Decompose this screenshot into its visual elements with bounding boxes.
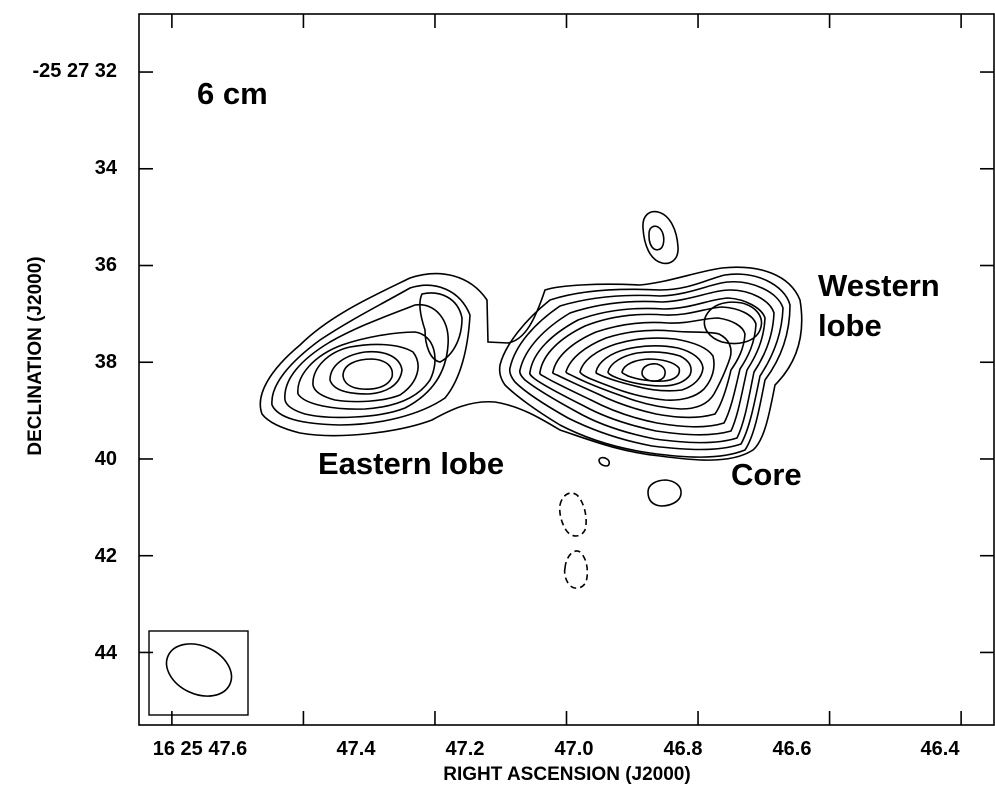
negative-contour-1	[558, 492, 587, 537]
south-blob	[647, 479, 682, 507]
core-contour-4	[528, 297, 766, 436]
beam-box	[148, 630, 249, 716]
x-tick-label-46.6: 46.6	[773, 738, 812, 760]
y-tick-label-34: 34	[95, 157, 118, 179]
y-tick-label-44: 44	[95, 642, 118, 664]
band-label: 6 cm	[197, 76, 268, 111]
negative-contour-2	[563, 550, 589, 589]
north-blob-outer	[642, 210, 679, 265]
core-peak-contour	[641, 363, 666, 382]
x-tick-label-46.4: 46.4	[921, 738, 961, 760]
eastern-contour-7	[342, 358, 394, 390]
x-tick-label-47.4: 47.4	[337, 738, 377, 760]
y-tick-label-36: 36	[95, 254, 117, 276]
source-contours	[259, 210, 803, 589]
x-tick-label-46.8: 46.8	[664, 738, 703, 760]
small-blob	[598, 456, 611, 467]
core-label: Core	[731, 457, 802, 492]
x-tick-label-47.0: 47.0	[555, 738, 594, 760]
y-tick-label-40: 40	[95, 448, 117, 470]
eastern-contour-6	[329, 350, 403, 395]
eastern-lobe-contours	[259, 266, 803, 461]
y-tick-label-38: 38	[95, 351, 117, 373]
core-contour-10	[607, 351, 692, 387]
western-lobe-inner-contour	[703, 301, 763, 345]
western-lobe-label-line2: lobe	[818, 308, 882, 343]
eastern-contour-3	[284, 303, 449, 419]
outer-contour-1	[259, 266, 803, 461]
core-contour-1	[498, 273, 791, 458]
beam-ellipse	[165, 643, 233, 697]
core-contour-7	[565, 329, 732, 410]
eastern-contour-4	[297, 331, 436, 410]
y-ticks	[139, 71, 994, 654]
x-axis-title: RIGHT ASCENSION (J2000)	[443, 764, 690, 785]
north-blob-inner	[648, 225, 665, 251]
x-tick-label-47.6: 16 25 47.6	[153, 738, 248, 760]
core-contour-8	[579, 337, 715, 401]
western-lobe-label-line1: Western	[818, 268, 940, 303]
outer-contour-2	[271, 284, 471, 426]
eastern-lobe-label: Eastern lobe	[318, 446, 504, 481]
core-contour-11	[621, 358, 681, 382]
core-contour-6	[551, 317, 746, 419]
x-tick-label-47.2: 47.2	[446, 738, 485, 760]
core-contours	[498, 273, 791, 458]
core-contour-9	[595, 345, 704, 392]
x-ticks	[171, 14, 962, 725]
eastern-bridge-contour	[419, 292, 463, 363]
core-contour-3	[518, 289, 775, 444]
y-axis-title: DECLINATION (J2000)	[25, 256, 46, 455]
y-tick-label-42: 42	[95, 545, 117, 567]
eastern-contour-5	[312, 343, 419, 403]
y-tick-label-32: -25 27 32	[32, 60, 117, 82]
core-contour-2	[508, 281, 784, 451]
core-contour-5	[538, 306, 757, 428]
